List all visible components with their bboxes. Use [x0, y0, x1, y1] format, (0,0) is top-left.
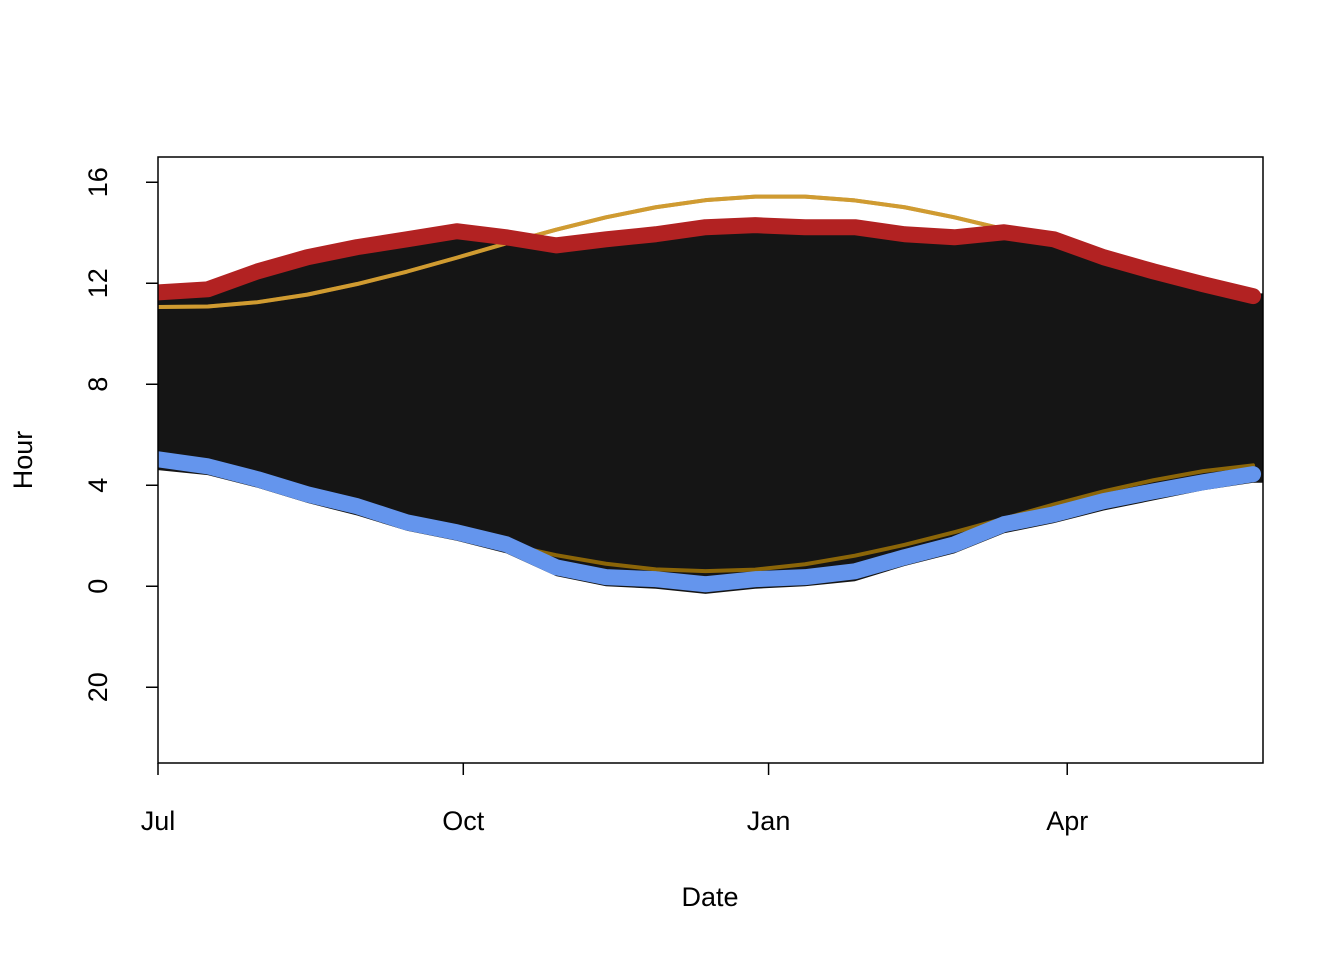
activity-band — [158, 220, 1263, 594]
y-axis-label: Hour — [8, 431, 38, 490]
x-axis-label: Date — [681, 882, 738, 912]
x-tick-label: Oct — [442, 806, 485, 836]
y-tick-label: 20 — [83, 672, 113, 702]
series-line — [158, 217, 1262, 305]
y-tick-label: 12 — [83, 268, 113, 298]
y-tick-label: 8 — [83, 377, 113, 392]
y-tick-label: 0 — [83, 579, 113, 594]
plot-frame — [157, 156, 1264, 764]
x-tick-label: Apr — [1046, 806, 1088, 836]
y-tick-label: 16 — [83, 167, 113, 197]
series-line — [158, 451, 1262, 593]
plot-area — [158, 194, 1263, 594]
x-tick-label: Jan — [747, 806, 791, 836]
x-tick-label: Jul — [141, 806, 176, 836]
y-tick-label: 4 — [83, 478, 113, 493]
